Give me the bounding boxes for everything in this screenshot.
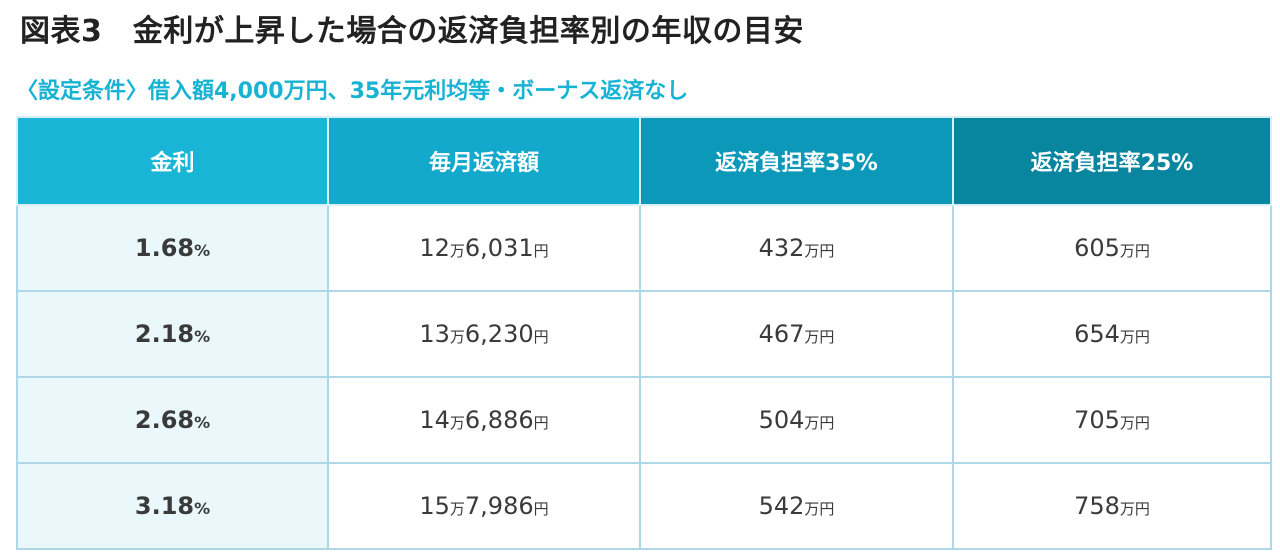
income-25-cell: 758万円 bbox=[952, 462, 1272, 550]
manyen-unit: 万円 bbox=[804, 414, 835, 432]
percent-unit: % bbox=[194, 241, 211, 260]
monthly-rest-value: 7,986 bbox=[464, 492, 534, 520]
manyen-unit: 万円 bbox=[1119, 328, 1150, 346]
monthly-man-value: 13 bbox=[419, 320, 450, 348]
monthly-man-value: 14 bbox=[419, 406, 450, 434]
rate-value: 1.68 bbox=[134, 234, 195, 262]
yen-unit: 円 bbox=[533, 500, 549, 518]
income-35-value: 467 bbox=[758, 320, 805, 348]
manyen-unit: 万円 bbox=[1119, 242, 1150, 260]
percent-unit: % bbox=[194, 413, 211, 432]
income-35-cell: 504万円 bbox=[639, 376, 954, 464]
table-row: 2.68% 14万6,886円 504万円 705万円 bbox=[16, 376, 1272, 464]
figure-title: 図表3 金利が上昇した場合の返済負担率別の年収の目安 bbox=[20, 14, 804, 49]
income-35-cell: 467万円 bbox=[639, 290, 954, 378]
table-row: 1.68% 12万6,031円 432万円 605万円 bbox=[16, 204, 1272, 292]
income-35-cell: 542万円 bbox=[639, 462, 954, 550]
income-25-cell: 705万円 bbox=[952, 376, 1272, 464]
income-35-value: 504 bbox=[758, 406, 805, 434]
monthly-payment-cell: 13万6,230円 bbox=[327, 290, 641, 378]
rate-value: 2.68 bbox=[134, 406, 195, 434]
rate-cell: 2.18% bbox=[16, 290, 329, 378]
header-burden-25: 返済負担率25% bbox=[952, 116, 1272, 206]
table-row: 3.18% 15万7,986円 542万円 758万円 bbox=[16, 462, 1272, 550]
manyen-unit: 万円 bbox=[804, 328, 835, 346]
yen-unit: 円 bbox=[533, 328, 549, 346]
percent-unit: % bbox=[194, 499, 211, 518]
yen-unit: 円 bbox=[533, 414, 549, 432]
manyen-unit: 万円 bbox=[804, 500, 835, 518]
rate-value: 2.18 bbox=[134, 320, 195, 348]
rate-income-table: 金利 毎月返済額 返済負担率35% 返済負担率25% 1.68% 12万6,03… bbox=[16, 116, 1272, 550]
table-header-row: 金利 毎月返済額 返済負担率35% 返済負担率25% bbox=[16, 116, 1272, 206]
percent-unit: % bbox=[194, 327, 211, 346]
income-25-value: 654 bbox=[1074, 320, 1120, 348]
rate-cell: 1.68% bbox=[16, 204, 329, 292]
income-25-cell: 605万円 bbox=[952, 204, 1272, 292]
man-unit: 万 bbox=[449, 242, 465, 260]
man-unit: 万 bbox=[449, 328, 465, 346]
monthly-man-value: 12 bbox=[419, 234, 450, 262]
manyen-unit: 万円 bbox=[1119, 500, 1150, 518]
header-monthly-payment: 毎月返済額 bbox=[327, 116, 641, 206]
manyen-unit: 万円 bbox=[804, 242, 835, 260]
man-unit: 万 bbox=[449, 500, 465, 518]
manyen-unit: 万円 bbox=[1119, 414, 1150, 432]
monthly-man-value: 15 bbox=[419, 492, 450, 520]
conditions-subtitle: 〈設定条件〉借入額4,000万円、35年元利均等・ボーナス返済なし bbox=[16, 79, 689, 104]
monthly-payment-cell: 12万6,031円 bbox=[327, 204, 641, 292]
income-25-value: 705 bbox=[1074, 406, 1120, 434]
income-35-value: 432 bbox=[758, 234, 805, 262]
income-25-cell: 654万円 bbox=[952, 290, 1272, 378]
rate-cell: 2.68% bbox=[16, 376, 329, 464]
monthly-rest-value: 6,230 bbox=[464, 320, 534, 348]
monthly-rest-value: 6,886 bbox=[464, 406, 534, 434]
monthly-payment-cell: 15万7,986円 bbox=[327, 462, 641, 550]
table-row: 2.18% 13万6,230円 467万円 654万円 bbox=[16, 290, 1272, 378]
income-35-value: 542 bbox=[758, 492, 805, 520]
header-interest-rate: 金利 bbox=[16, 116, 329, 206]
income-25-value: 605 bbox=[1074, 234, 1120, 262]
income-25-value: 758 bbox=[1074, 492, 1120, 520]
rate-value: 3.18 bbox=[134, 492, 195, 520]
monthly-rest-value: 6,031 bbox=[464, 234, 534, 262]
rate-cell: 3.18% bbox=[16, 462, 329, 550]
monthly-payment-cell: 14万6,886円 bbox=[327, 376, 641, 464]
yen-unit: 円 bbox=[533, 242, 549, 260]
man-unit: 万 bbox=[449, 414, 465, 432]
header-burden-35: 返済負担率35% bbox=[639, 116, 954, 206]
income-35-cell: 432万円 bbox=[639, 204, 954, 292]
